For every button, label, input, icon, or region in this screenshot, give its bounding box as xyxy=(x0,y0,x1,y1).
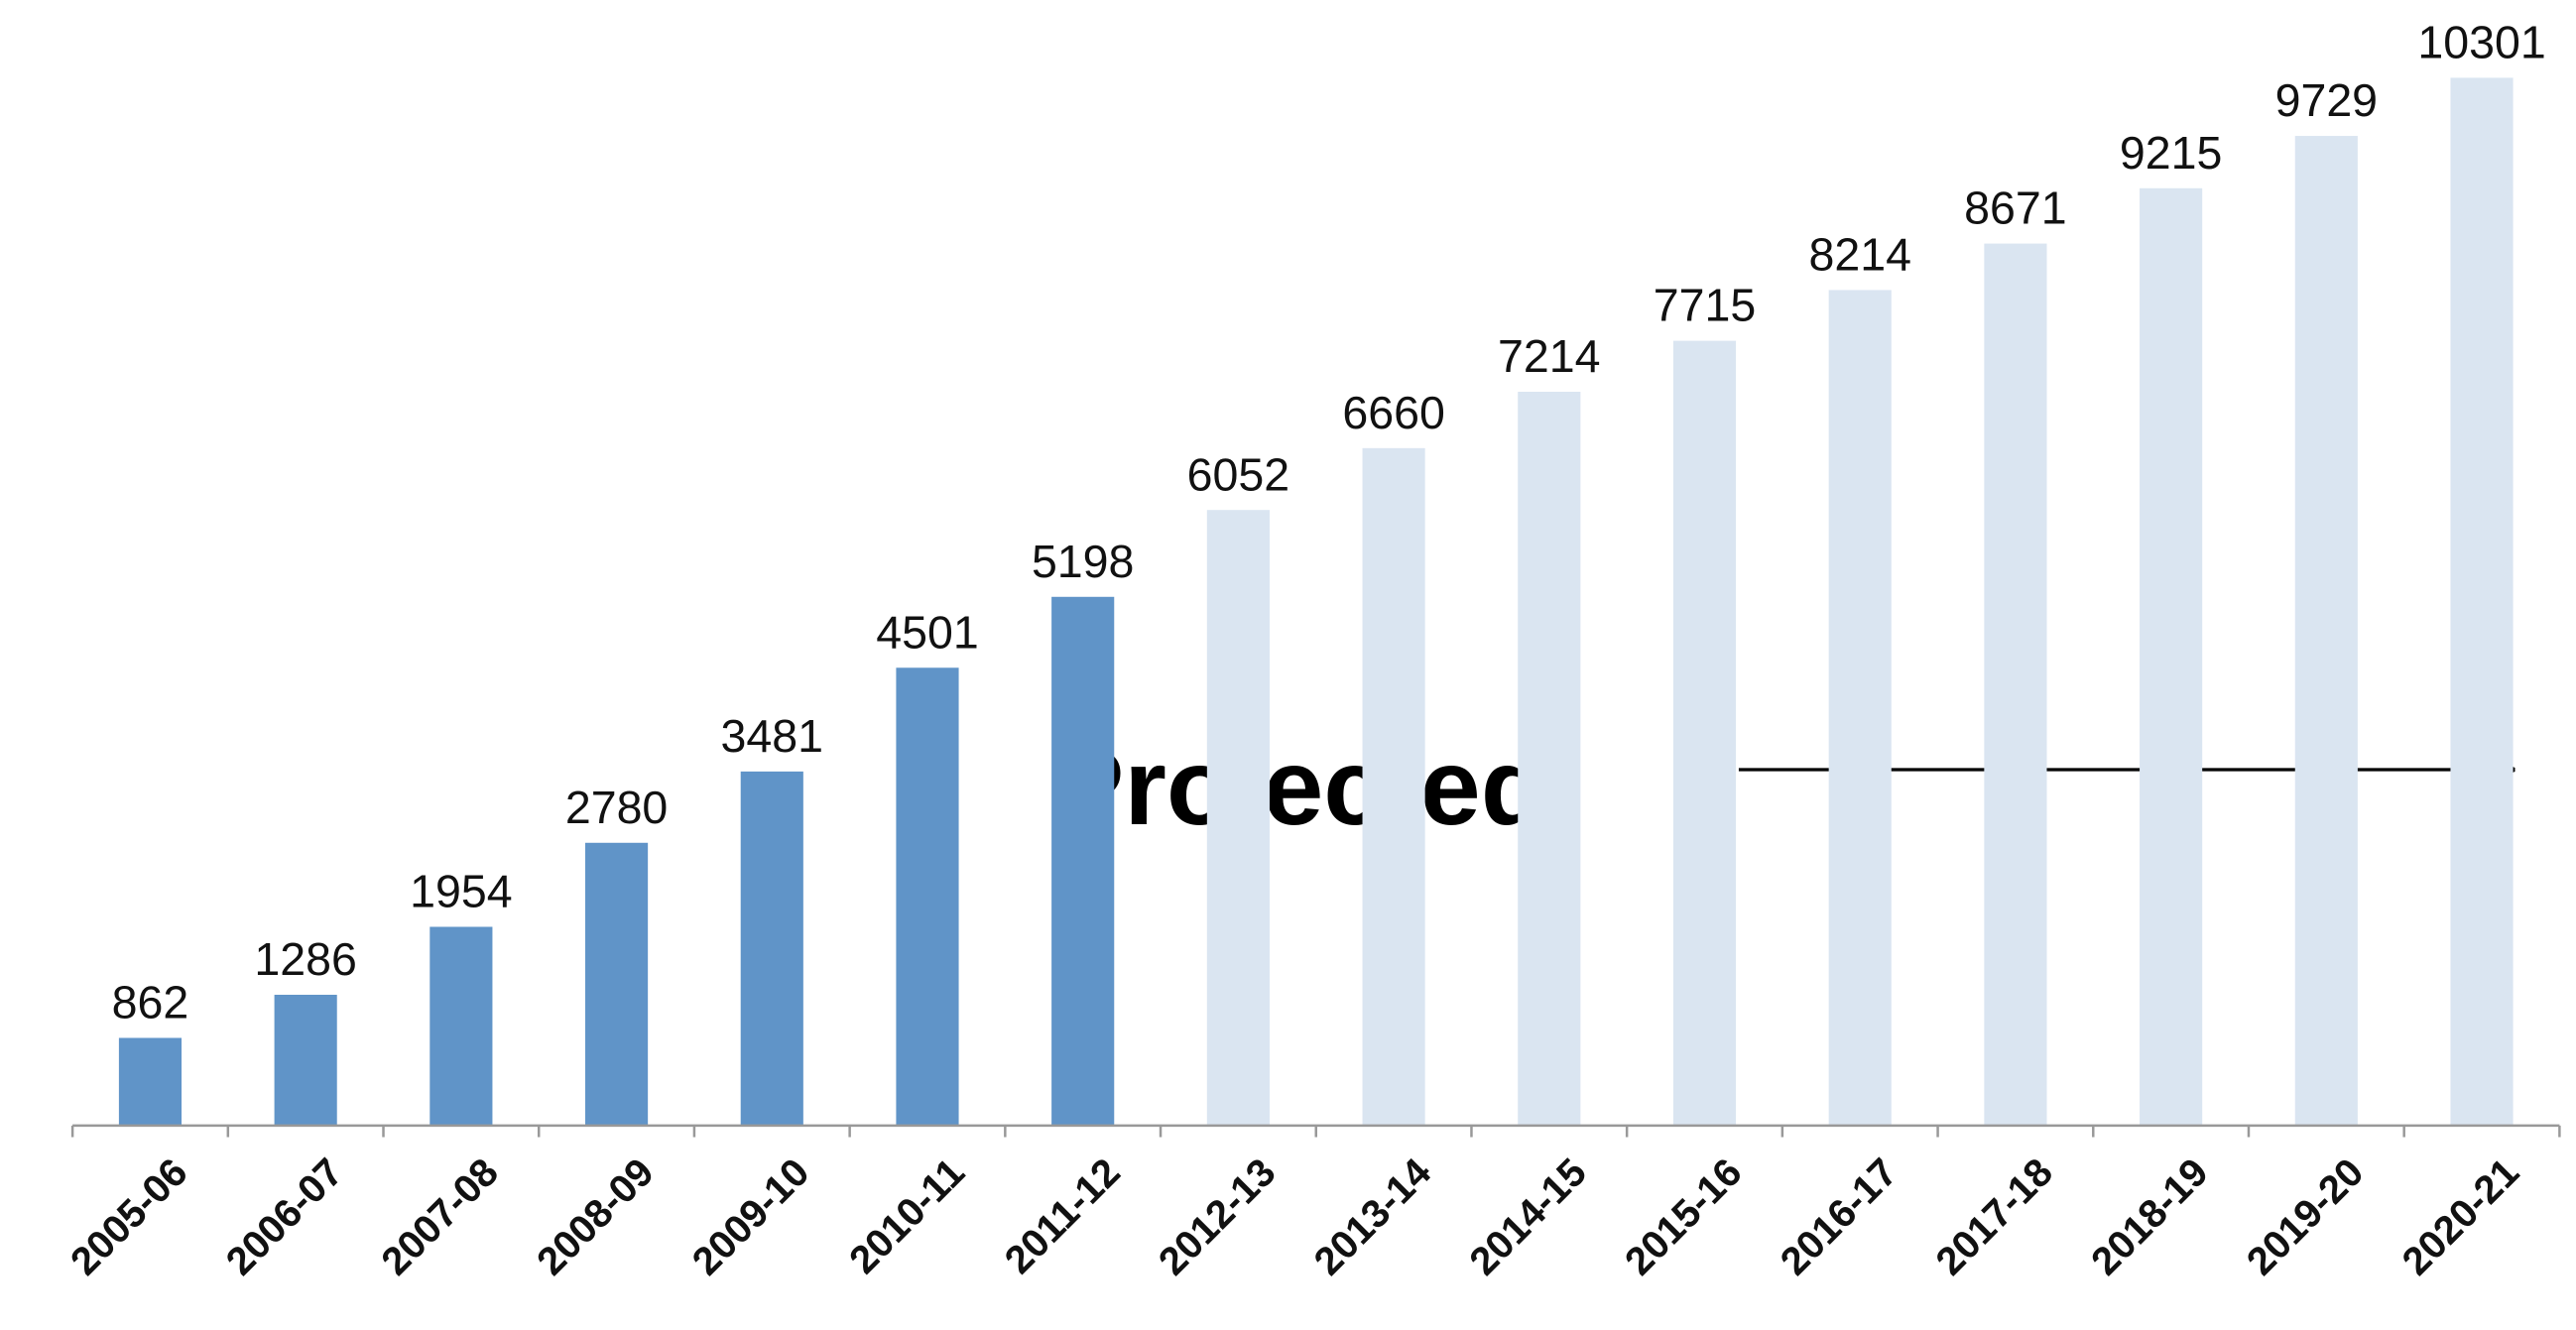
x-tick-label: 2014-15 xyxy=(1461,1150,1595,1284)
bar xyxy=(1672,340,1737,1126)
bar xyxy=(1362,447,1425,1126)
x-tick-label: 2013-14 xyxy=(1306,1150,1440,1284)
x-tick-label: 2017-18 xyxy=(1927,1150,2061,1284)
x-tick-label: 2009-10 xyxy=(684,1150,818,1284)
x-tick-label: 2020-21 xyxy=(2394,1150,2528,1284)
bar xyxy=(1206,510,1270,1126)
value-label: 6052 xyxy=(1187,448,1289,500)
bar xyxy=(2140,187,2203,1126)
x-tick-label: 2006-07 xyxy=(218,1150,352,1284)
value-label: 7715 xyxy=(1654,280,1756,331)
value-label: 5198 xyxy=(1032,536,1134,587)
value-label: 10301 xyxy=(2417,16,2545,67)
x-tick-label: 2011-12 xyxy=(997,1150,1129,1282)
value-label: 2780 xyxy=(565,782,668,833)
x-tick-label: 2007-08 xyxy=(373,1150,507,1284)
value-label: 9729 xyxy=(2275,74,2378,126)
bar xyxy=(740,771,803,1126)
x-tick-label: 2012-13 xyxy=(1151,1150,1285,1284)
value-label: 8671 xyxy=(1964,182,2066,234)
bar xyxy=(1984,243,2047,1126)
bar xyxy=(2450,77,2514,1126)
value-label: 1954 xyxy=(410,866,512,917)
bar xyxy=(1828,290,1892,1126)
value-label: 8214 xyxy=(1808,229,1910,281)
bar xyxy=(896,667,959,1126)
bar xyxy=(2294,136,2358,1126)
bar xyxy=(1518,392,1581,1126)
x-tick-label: 2018-19 xyxy=(2083,1150,2217,1284)
x-tick-label: 2016-17 xyxy=(1773,1150,1906,1284)
value-label: 9215 xyxy=(2120,127,2222,179)
bar xyxy=(429,926,493,1126)
annotation: Projected xyxy=(1051,727,1547,848)
value-label: 6660 xyxy=(1342,387,1444,438)
x-tick-label: 2019-20 xyxy=(2239,1150,2373,1284)
value-label: 1286 xyxy=(254,933,356,985)
value-label: 7214 xyxy=(1498,330,1600,382)
x-tick-label: 2005-06 xyxy=(62,1150,196,1284)
x-tick-label: 2015-16 xyxy=(1617,1150,1751,1284)
value-label: 3481 xyxy=(721,710,823,762)
x-tick-label: 2010-11 xyxy=(841,1150,973,1282)
bar xyxy=(585,842,649,1126)
x-tick-label: 2008-09 xyxy=(529,1150,663,1284)
bar xyxy=(118,1037,183,1126)
bar xyxy=(274,995,337,1126)
value-label: 862 xyxy=(112,977,189,1028)
bar xyxy=(1051,596,1115,1126)
value-label: 4501 xyxy=(876,606,978,658)
